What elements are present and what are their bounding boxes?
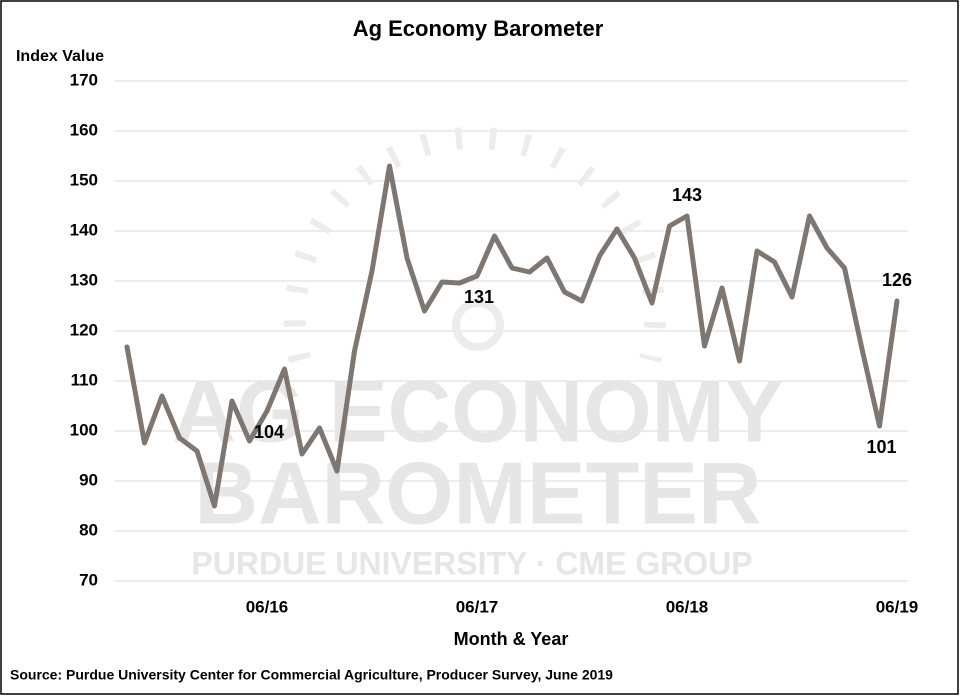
watermark-text: PURDUE UNIVERSITY · CME GROUP xyxy=(191,545,752,581)
data-label: 101 xyxy=(866,437,896,457)
y-tick-label: 170 xyxy=(70,70,98,89)
data-line xyxy=(124,163,900,509)
y-tick-label: 90 xyxy=(79,470,98,489)
y-tick-label: 100 xyxy=(70,420,98,439)
y-tick-label: 110 xyxy=(71,370,98,389)
data-label: 104 xyxy=(254,422,284,442)
data-label: 131 xyxy=(464,287,494,307)
data-label: 126 xyxy=(882,270,912,290)
x-tick-label: 06/17 xyxy=(456,597,499,616)
watermark: AG ECONOMY BAROMETER PURDUE UNIVERSITY ·… xyxy=(172,126,784,581)
x-tick-label: 06/18 xyxy=(666,597,709,616)
y-tick-label: 80 xyxy=(79,520,98,539)
y-tick-label: 130 xyxy=(70,270,98,289)
y-tick-label: 70 xyxy=(79,570,98,589)
grid xyxy=(115,80,908,582)
x-axis-title: Month & Year xyxy=(454,629,569,649)
data-label: 143 xyxy=(672,185,702,205)
watermark-gauge xyxy=(284,126,666,363)
chart-title: Ag Economy Barometer xyxy=(353,16,604,41)
watermark-hub xyxy=(452,299,504,351)
watermark-text: AG ECONOMY xyxy=(172,361,783,460)
y-tick-label: 160 xyxy=(70,120,98,139)
source-note: Source: Purdue University Center for Com… xyxy=(10,667,613,683)
y-tick-label: 150 xyxy=(70,170,98,189)
x-tick-label: 06/16 xyxy=(246,597,289,616)
x-tick-label: 06/19 xyxy=(876,597,919,616)
y-axis-title: Index Value xyxy=(16,48,104,65)
y-tick-label: 120 xyxy=(70,320,98,339)
y-tick-label: 140 xyxy=(70,220,98,239)
watermark-text: BAROMETER xyxy=(194,443,761,542)
